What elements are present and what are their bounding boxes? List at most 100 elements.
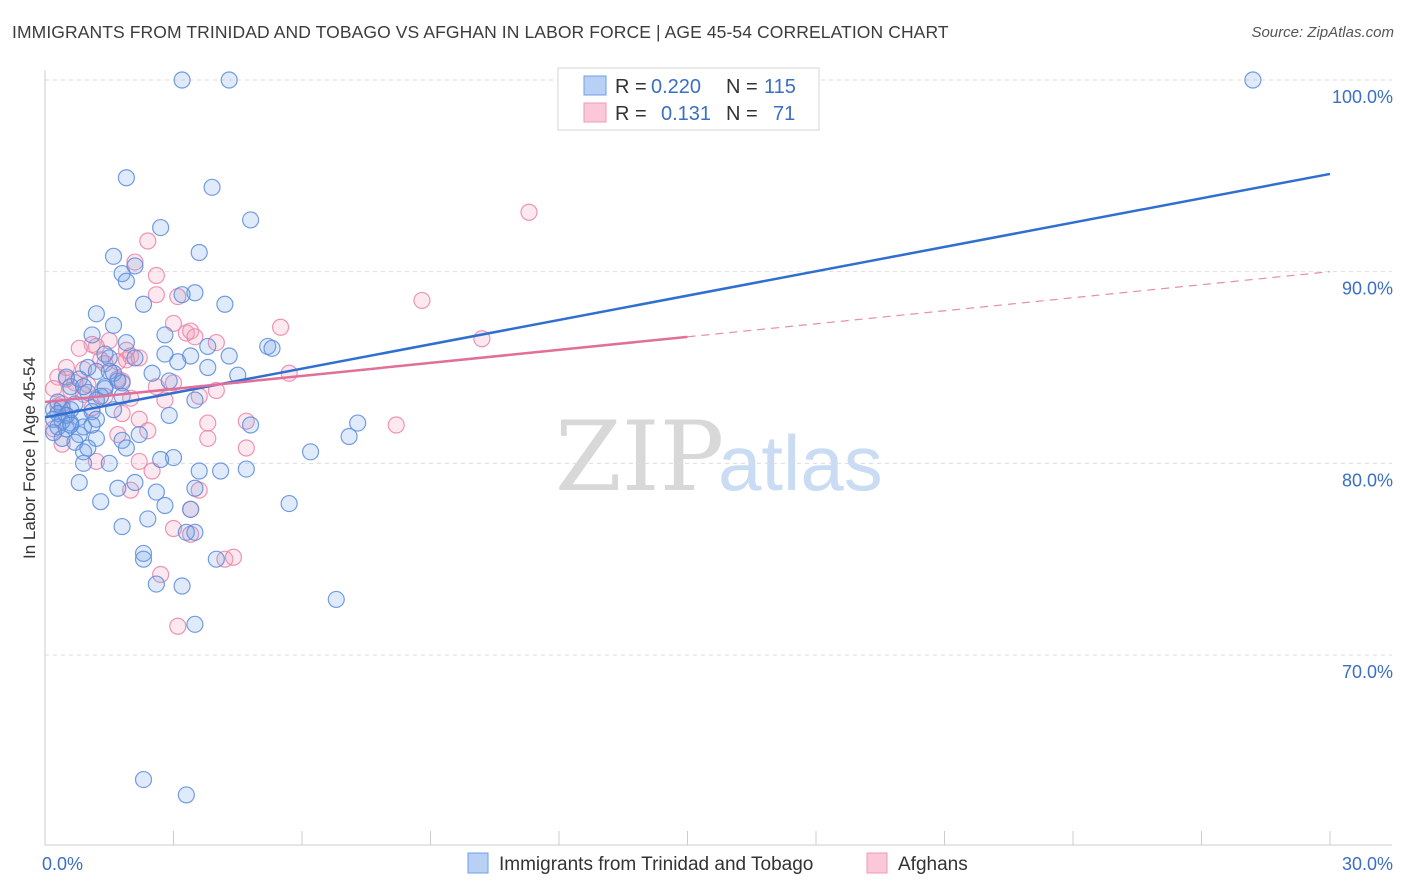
trinidad-point-23 (263, 339, 281, 357)
series-legend: Immigrants from Trinidad and Tobago Afgh… (467, 852, 968, 875)
trinidad-point-13 (173, 286, 191, 304)
trinidad-point-12 (186, 284, 204, 302)
trinidad-point-31 (79, 358, 97, 377)
afghans-point-1 (139, 232, 157, 250)
trinidad-point-82 (237, 460, 255, 478)
trinidad-point-38 (160, 372, 178, 390)
afghans-point-69 (169, 617, 187, 635)
trinidad-point-69 (87, 429, 106, 448)
x-tick-label-0: 0.0% (42, 854, 83, 874)
gridlines (45, 79, 1392, 656)
trinidad-point-102 (186, 615, 204, 633)
legend-swatch-trinidad (467, 852, 489, 874)
trinidad-point-6 (152, 218, 170, 237)
afghans-point-64 (164, 519, 183, 538)
afghans-point-4 (147, 286, 165, 304)
legend-r-label-2: R = (615, 103, 647, 125)
legend-swatch-afghans (866, 852, 888, 874)
legend-n-value-2: 71 (773, 103, 795, 125)
trinidad-point-81 (212, 462, 230, 480)
trinidad-point-103 (134, 770, 153, 789)
trinidad-point-76 (164, 448, 183, 467)
legend-label-trinidad: Immigrants from Trinidad and Tobago (499, 854, 813, 875)
trinidad-point-111 (199, 358, 217, 377)
trinidad-point-61 (349, 414, 367, 432)
afghans-point-57 (237, 439, 255, 457)
trinidad-point-108 (143, 364, 161, 382)
afghans-point-53 (139, 422, 157, 440)
trinidad-point-88 (92, 493, 110, 511)
trinidad-point-27 (220, 347, 238, 365)
legend-label-afghans: Afghans (898, 854, 968, 875)
y-tick-label-2: 90.0% (1342, 279, 1393, 299)
afghans-point-6 (413, 291, 431, 310)
afghans-point-8 (271, 318, 290, 336)
trinidad-point-92 (139, 510, 157, 528)
trinidad-point-113 (62, 416, 80, 434)
trinidad-point-41 (62, 378, 80, 396)
afghans-point-0 (520, 203, 538, 221)
trinidad-point-97 (134, 550, 153, 568)
watermark-zip: ZIP (555, 401, 724, 513)
y-axis-label: In Labor Force | Age 45-54 (20, 357, 39, 559)
trinidad-point-80 (190, 462, 208, 480)
trinidad-point-73 (117, 439, 135, 457)
trinidad-point-85 (109, 479, 127, 497)
trinidad-point-75 (301, 443, 320, 461)
afghans-point-2 (147, 266, 165, 285)
afghans-point-49 (199, 414, 217, 432)
trinidad-point-104 (177, 786, 195, 804)
trinidad-point-68 (340, 427, 358, 446)
trinidad-point-1 (220, 71, 238, 89)
legend-r-value-1: 0.220 (651, 76, 701, 98)
trinidad-point-99 (147, 575, 165, 593)
afghans-point-55 (199, 429, 217, 448)
trinidad-point-25 (156, 345, 174, 363)
trinidad-point-32 (87, 362, 106, 380)
trinidad-point-83 (70, 473, 88, 492)
trinidad-point-79 (100, 454, 118, 472)
afghans-point-48 (130, 410, 148, 428)
trend-lines (44, 172, 1331, 419)
trinidad-point-110 (83, 416, 101, 434)
trinidad-point-109 (74, 378, 93, 396)
x-tick-label-1: 30.0% (1342, 854, 1393, 874)
legend-swatch-pink (583, 102, 607, 123)
afghans-point-46 (113, 404, 131, 423)
trinidad-point-2 (1244, 71, 1262, 89)
trinidad-point-9 (126, 257, 144, 275)
afghans-point-59 (130, 452, 148, 471)
legend-n-value-1: 115 (764, 76, 796, 98)
afghans-point-13 (207, 333, 225, 352)
trinidad-point-5 (242, 211, 260, 229)
trinidad-point-21 (199, 337, 217, 356)
y-tick-label-0: 70.0% (1342, 662, 1393, 682)
trinidad-point-101 (327, 590, 345, 609)
trinidad-point-93 (113, 517, 131, 536)
trinidad-point-30 (169, 353, 187, 371)
trinidad-point-20 (117, 333, 135, 352)
chart-title: IMMIGRANTS FROM TRINIDAD AND TOBAGO VS A… (12, 22, 949, 42)
trinidad-point-14 (134, 295, 153, 313)
trinidad-point-17 (104, 316, 123, 334)
afghans-point-68 (152, 565, 170, 584)
trinidad-point-66 (44, 424, 63, 442)
trinidad-point-87 (186, 479, 204, 497)
afghans-trend-line (44, 335, 688, 404)
trinidad-point-0 (173, 71, 191, 89)
trinidad-point-78 (74, 454, 93, 472)
afghans-point-36 (44, 379, 63, 398)
trinidad-point-18 (83, 326, 101, 344)
afghans-point-58 (87, 452, 106, 471)
trinidad-point-90 (156, 496, 174, 515)
trinidad-point-106 (53, 429, 71, 448)
afghans-point-3 (126, 253, 144, 271)
trinidad-point-4 (203, 178, 221, 196)
y-tick-label-1: 80.0% (1342, 470, 1393, 490)
trinidad-point-35 (57, 368, 76, 386)
axes (44, 70, 1392, 846)
trinidad-point-98 (207, 550, 225, 568)
x-tick-labels: 0.0% 30.0% (42, 854, 1393, 874)
trinidad-point-96 (134, 544, 153, 563)
afghans-point-22 (130, 349, 148, 367)
